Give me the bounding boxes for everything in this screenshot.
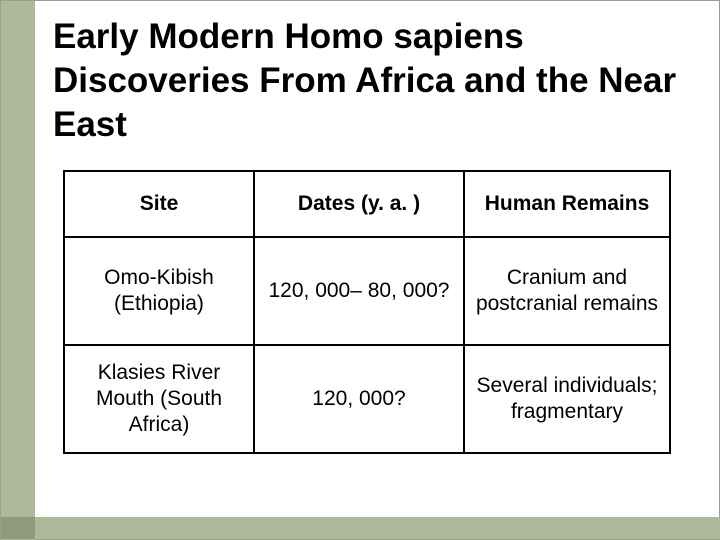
discoveries-table: Site Dates (y. a. ) Human Remains Omo-Ki…: [63, 170, 671, 454]
cell-site: Omo-Kibish (Ethiopia): [64, 237, 254, 345]
col-header-remains: Human Remains: [464, 171, 670, 237]
col-header-site: Site: [64, 171, 254, 237]
side-strip: [1, 1, 35, 540]
slide-frame: Early Modern Homo sapiens Discoveries Fr…: [0, 0, 720, 540]
cell-remains: Cranium and postcranial remains: [464, 237, 670, 345]
table-row: Klasies River Mouth (South Africa) 120, …: [64, 345, 670, 453]
table-header-row: Site Dates (y. a. ) Human Remains: [64, 171, 670, 237]
corner-square: [1, 517, 35, 539]
content-area: Early Modern Homo sapiens Discoveries Fr…: [53, 15, 689, 454]
table-row: Omo-Kibish (Ethiopia) 120, 000– 80, 000?…: [64, 237, 670, 345]
cell-remains: Several individuals; fragmentary: [464, 345, 670, 453]
cell-dates: 120, 000– 80, 000?: [254, 237, 464, 345]
col-header-dates: Dates (y. a. ): [254, 171, 464, 237]
bottom-strip: [1, 517, 720, 539]
cell-dates: 120, 000?: [254, 345, 464, 453]
cell-site: Klasies River Mouth (South Africa): [64, 345, 254, 453]
slide-title: Early Modern Homo sapiens Discoveries Fr…: [53, 15, 689, 146]
